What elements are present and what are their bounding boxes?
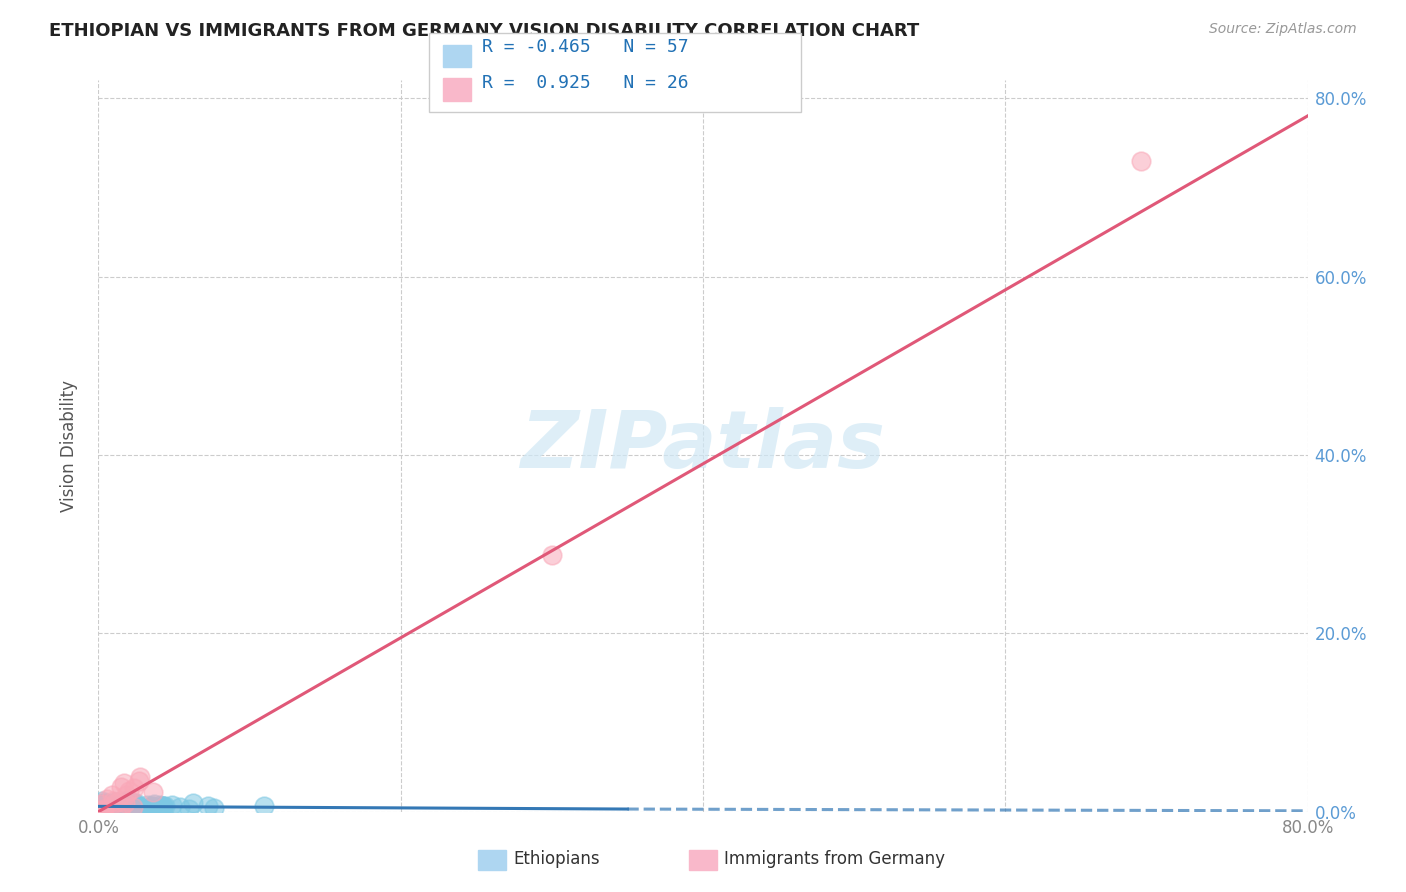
Point: [114, 800, 136, 814]
Point: [89, 804, 111, 818]
Point: [89, 798, 111, 813]
Point: [177, 802, 200, 816]
Point: [115, 798, 138, 813]
Text: ZIPatlas: ZIPatlas: [520, 407, 886, 485]
Point: [105, 800, 128, 814]
Point: [114, 798, 136, 813]
Point: [127, 799, 149, 814]
Point: [93, 804, 115, 818]
Point: [100, 797, 122, 812]
Point: [181, 796, 204, 810]
Point: [169, 799, 191, 814]
Text: ETHIOPIAN VS IMMIGRANTS FROM GERMANY VISION DISABILITY CORRELATION CHART: ETHIOPIAN VS IMMIGRANTS FROM GERMANY VIS…: [49, 22, 920, 40]
Point: [122, 799, 145, 814]
Point: [100, 788, 122, 802]
Y-axis label: Vision Disability: Vision Disability: [59, 380, 77, 512]
Point: [131, 800, 153, 814]
Point: [108, 801, 131, 815]
Point: [128, 770, 150, 784]
Point: [122, 780, 145, 795]
Point: [93, 804, 115, 818]
Point: [152, 799, 174, 814]
Point: [122, 797, 145, 811]
Point: [141, 798, 163, 813]
Point: [89, 802, 111, 816]
Text: Ethiopians: Ethiopians: [513, 850, 600, 868]
Point: [103, 796, 125, 810]
Point: [115, 788, 138, 802]
Point: [153, 799, 176, 814]
Point: [97, 797, 120, 811]
Point: [94, 799, 117, 814]
Point: [128, 774, 150, 789]
Point: [105, 799, 128, 814]
Point: [90, 797, 112, 811]
Point: [101, 799, 124, 814]
Point: [202, 801, 225, 815]
Point: [124, 800, 146, 814]
Point: [91, 797, 114, 812]
Point: [103, 794, 125, 808]
Point: [101, 797, 124, 812]
Point: [135, 797, 157, 812]
Point: [89, 804, 111, 818]
Point: [149, 798, 172, 813]
Point: [91, 796, 114, 810]
Text: Immigrants from Germany: Immigrants from Germany: [724, 850, 945, 868]
Point: [108, 804, 131, 818]
Point: [93, 797, 115, 812]
Point: [112, 775, 135, 789]
Point: [117, 794, 139, 808]
Point: [150, 801, 173, 815]
Point: [91, 804, 114, 818]
Point: [91, 804, 114, 818]
Point: [540, 548, 562, 562]
Point: [129, 800, 152, 814]
Point: [143, 797, 166, 811]
Text: R =  0.925   N = 26: R = 0.925 N = 26: [482, 74, 689, 92]
Point: [117, 798, 139, 813]
Point: [152, 799, 174, 814]
Point: [100, 800, 122, 814]
Point: [122, 799, 145, 814]
Point: [197, 798, 219, 813]
Point: [142, 785, 165, 799]
Point: [96, 802, 118, 816]
Point: [110, 780, 132, 795]
Point: [114, 794, 136, 808]
Point: [90, 798, 112, 813]
Point: [135, 801, 157, 815]
Text: R = -0.465   N = 57: R = -0.465 N = 57: [482, 38, 689, 56]
Point: [253, 798, 276, 813]
Point: [139, 801, 162, 815]
Point: [93, 796, 115, 810]
Point: [103, 801, 125, 815]
Point: [160, 797, 183, 812]
Point: [118, 784, 141, 798]
Point: [105, 800, 128, 814]
Point: [104, 795, 127, 809]
Point: [114, 796, 136, 810]
Point: [141, 798, 163, 813]
Point: [94, 799, 117, 814]
Point: [96, 791, 118, 805]
Point: [89, 797, 111, 812]
Point: [124, 796, 146, 810]
Point: [1130, 153, 1153, 168]
Point: [125, 797, 148, 812]
Point: [107, 795, 129, 809]
Text: Source: ZipAtlas.com: Source: ZipAtlas.com: [1209, 22, 1357, 37]
Point: [93, 802, 115, 816]
Point: [96, 799, 118, 814]
Point: [91, 794, 114, 808]
Point: [110, 797, 132, 812]
